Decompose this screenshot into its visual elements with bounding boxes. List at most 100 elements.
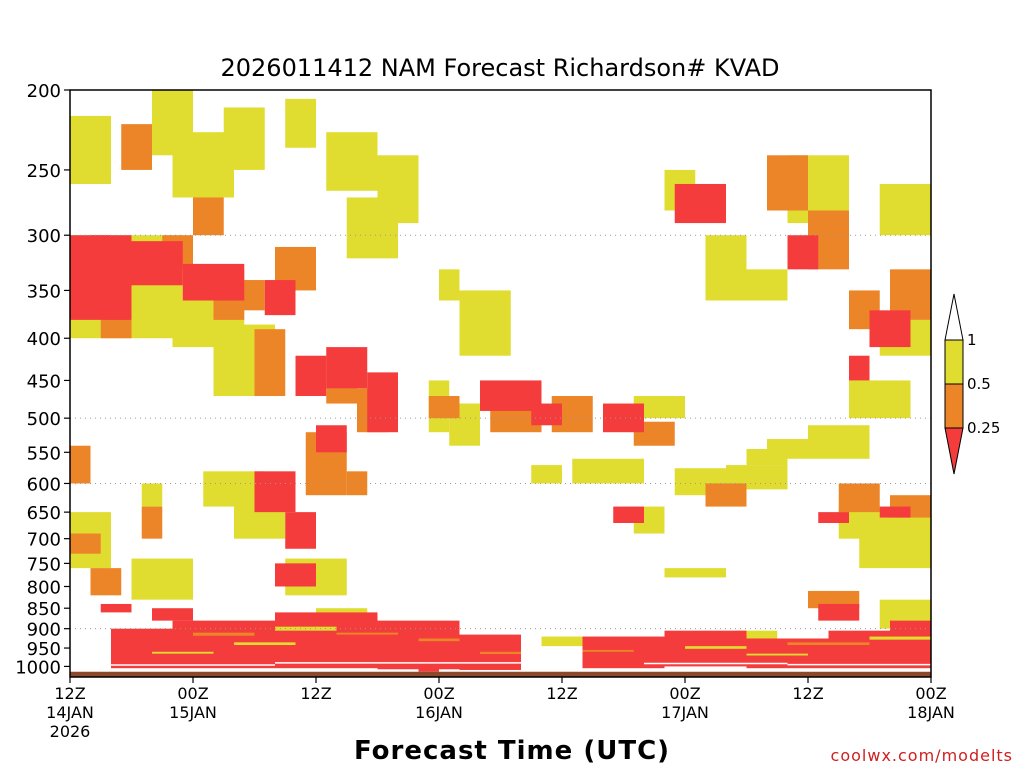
- x-tick-label: 00Z: [669, 684, 700, 703]
- x-tick-label: 14JAN: [46, 703, 94, 722]
- heatmap-cell: [141, 483, 163, 507]
- heatmap-cell: [141, 506, 163, 539]
- heatmap-cell: [633, 396, 685, 419]
- x-tick-label: 17JAN: [661, 703, 709, 722]
- heatmap-cell: [879, 506, 911, 518]
- heatmap-cell: [70, 533, 101, 554]
- heatmap-cell: [70, 445, 91, 484]
- y-tick-label: 350: [27, 281, 61, 302]
- y-tick-label: 650: [27, 503, 61, 524]
- heatmap-cell: [572, 458, 644, 484]
- boundary-layer-cell: [828, 630, 931, 669]
- x-tick-label: 00Z: [423, 684, 454, 703]
- y-tick-label: 700: [27, 530, 61, 551]
- heatmap-cell: [787, 235, 819, 270]
- x-axis-label: Forecast Time (UTC): [354, 736, 670, 766]
- heatmap-cell: [223, 107, 265, 170]
- boundary-layer-streak: [869, 636, 931, 640]
- heatmap-cell: [746, 269, 788, 301]
- x-tick-label: 00Z: [915, 684, 946, 703]
- x-tick-label: 12Z: [300, 684, 331, 703]
- heatmap-cell: [295, 355, 327, 397]
- heatmap-cell: [818, 603, 860, 621]
- boundary-layer-streak: [336, 632, 398, 635]
- x-tick-label: 12Z: [54, 684, 85, 703]
- y-tick-label: 750: [27, 554, 61, 575]
- y-tick-label: 600: [27, 474, 61, 495]
- boundary-layer-cell: [111, 628, 173, 669]
- heatmap-cell: [275, 563, 316, 587]
- heatmap-cell: [346, 471, 368, 496]
- boundary-layer-streak: [685, 646, 747, 649]
- colorbar-label: 1: [967, 331, 977, 349]
- heatmap-cell: [254, 471, 296, 513]
- credit-link[interactable]: coolwx.com/modelts: [831, 746, 1013, 765]
- y-tick-label: 550: [27, 443, 61, 464]
- heatmap-cell: [70, 115, 111, 184]
- boundary-layer-cell: [275, 612, 378, 669]
- plot-frame: [69, 89, 932, 678]
- boundary-layer-streak: [787, 642, 870, 646]
- heatmap-cell: [193, 197, 224, 236]
- y-tick-label: 900: [27, 620, 61, 641]
- colorbar-bin: [944, 383, 964, 429]
- colorbar-bin: [944, 339, 964, 385]
- heatmap-cell: [367, 372, 398, 433]
- heatmap-cell: [326, 132, 378, 191]
- heatmap-cell: [100, 603, 132, 613]
- heatmap-cell: [264, 280, 296, 316]
- colorbar-label: 0.25: [967, 419, 1000, 437]
- heatmap-cell: [152, 608, 193, 621]
- heatmap-cells: [70, 90, 931, 672]
- heatmap-cell: [90, 235, 111, 270]
- boundary-layer-streak: [418, 638, 460, 642]
- x-tick-label: 16JAN: [415, 703, 463, 722]
- y-tick-label: 500: [27, 409, 61, 430]
- heatmap-cell: [428, 396, 460, 419]
- heatmap-cell: [674, 183, 726, 224]
- y-tick-label: 250: [27, 161, 61, 182]
- heatmap-cell: [736, 630, 778, 639]
- boundary-layer-cell: [377, 620, 460, 670]
- ground-band: [70, 671, 931, 677]
- heatmap-cell: [131, 558, 193, 600]
- heatmap-cell: [121, 124, 152, 170]
- heatmap-cell: [285, 512, 316, 549]
- y-tick-label: 800: [27, 577, 61, 598]
- heatmap-cell: [705, 235, 747, 301]
- y-axis: 200 250 300 350 400 450 500 550 600 650 700 7508008…: [15, 81, 70, 678]
- heatmap-cell: [603, 403, 644, 433]
- heatmap-cell: [767, 155, 808, 211]
- heatmap-cell: [531, 465, 562, 484]
- chart-title: 2026011412 NAM Forecast Richardson# KVAD: [220, 54, 779, 82]
- x-tick-label: 00Z: [177, 684, 208, 703]
- heatmap-cell: [613, 506, 644, 523]
- plot-area: [69, 89, 932, 678]
- heatmap-cell: [664, 568, 726, 578]
- boundary-layer-streak: [582, 649, 634, 652]
- colorbar: 1 0.5 0.25: [944, 293, 1000, 475]
- heatmap-cell: [849, 380, 911, 419]
- heatmap-cell: [541, 636, 583, 647]
- heatmap-cell: [377, 155, 419, 224]
- heatmap-cell: [705, 483, 747, 507]
- heatmap-cell: [459, 290, 511, 356]
- heatmap-cell: [90, 568, 122, 596]
- y-tick-label: 300: [27, 226, 61, 247]
- heatmap-cell: [131, 241, 183, 286]
- heatmap-cell: [531, 403, 562, 426]
- boundary-layer-streak: [234, 642, 296, 646]
- colorbar-label: 0.5: [967, 375, 991, 393]
- heatmap-cell: [808, 590, 860, 609]
- x-tick-label: 12Z: [792, 684, 823, 703]
- x-tick-label: 18JAN: [907, 703, 955, 722]
- y-tick-label: 200: [27, 81, 61, 102]
- x-tick-label: 12Z: [546, 684, 577, 703]
- y-tick-label: 450: [27, 371, 61, 392]
- heatmap-cell: [767, 439, 808, 459]
- heatmap-cell: [439, 269, 460, 301]
- heatmap-cell: [285, 98, 316, 148]
- boundary-layer-streak: [746, 653, 808, 656]
